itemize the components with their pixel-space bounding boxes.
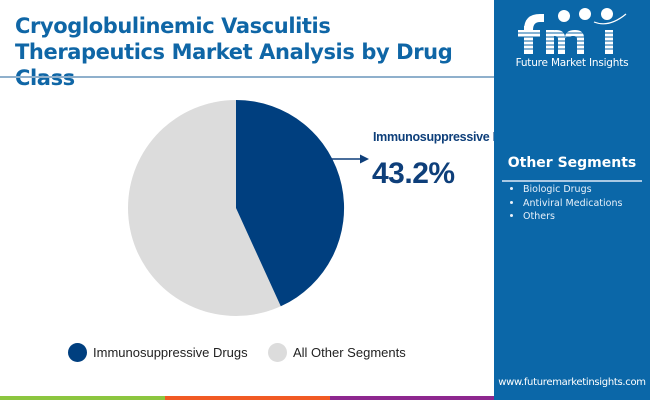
legend-swatch-icon [68, 343, 87, 362]
legend-label: Immunosuppressive Drugs [93, 345, 248, 360]
footer-bar-purple [330, 396, 494, 400]
website-link[interactable]: www.futuremarketinsights.com [498, 377, 646, 388]
other-segments-divider [502, 180, 642, 182]
bullet-icon [510, 214, 513, 217]
brand-name: Future Market Insights [515, 57, 629, 69]
title-divider [0, 76, 494, 78]
arrow-icon [360, 154, 369, 164]
bullet-icon [510, 200, 513, 204]
footer-bar-orange [165, 396, 330, 400]
chart-title: Cryoglobulinemic Vasculitis Therapeutics… [15, 14, 453, 90]
pie-chart [128, 99, 369, 316]
pie-slice-immunosuppressive-drugs [236, 99, 345, 307]
list-item: Others [510, 210, 622, 224]
callout-label: Immunosuppressive Drugs [373, 130, 528, 144]
list-item: Biologic Drugs [510, 183, 622, 197]
callout-value: 43.2% [372, 157, 455, 190]
legend-item-immunosuppressive: Immunosuppressive Drugs [68, 343, 248, 362]
legend-swatch-icon [268, 343, 287, 362]
legend-item-all-other: All Other Segments [268, 343, 406, 362]
fmi-logo-icon [514, 8, 627, 54]
sidebar: Future Market Insights Other Segments Bi… [494, 0, 650, 400]
list-item: Antiviral Medications [510, 197, 622, 211]
legend-label: All Other Segments [293, 345, 406, 360]
other-segments-list: Biologic Drugs Antiviral Medications Oth… [510, 183, 622, 224]
bullet-icon [510, 187, 513, 190]
footer-bar-green [0, 396, 165, 400]
other-segments-title: Other Segments [507, 155, 637, 171]
